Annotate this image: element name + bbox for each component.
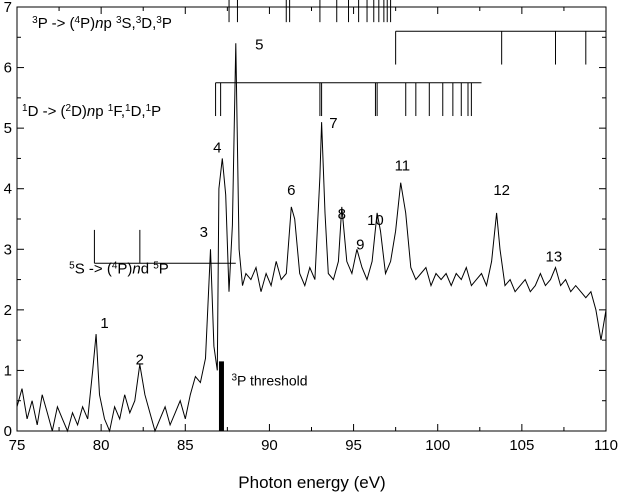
spectrum-line (16, 43, 607, 433)
x-tick-label: 105 (509, 437, 534, 454)
y-tick-label: 6 (4, 60, 12, 77)
peak-label-1: 1 (100, 315, 108, 332)
peak-label-3: 3 (200, 224, 208, 241)
y-tick-label: 3 (4, 241, 12, 258)
series-marker-1: 3P -> (2P)np 3L (395, 30, 606, 65)
x-tick-label: 80 (93, 437, 110, 454)
threshold-label: 3P threshold (231, 372, 307, 389)
x-tick-label: 90 (261, 437, 278, 454)
x-tick-label: 85 (177, 437, 194, 454)
x-axis-title: Photon energy (eV) (238, 473, 385, 492)
peak-label-5: 5 (255, 36, 263, 53)
peak-label-11: 11 (395, 158, 411, 175)
y-tick-label: 7 (4, 0, 12, 16)
y-tick-label: 5 (4, 120, 12, 137)
y-tick-label: 1 (4, 362, 12, 379)
peak-label-13: 13 (545, 248, 562, 265)
peak-label-9: 9 (356, 236, 364, 253)
peak-label-8: 8 (338, 206, 346, 223)
series-marker-3: 5S -> (4P)nd 5P (69, 229, 236, 278)
series-marker-0: 3P -> (4P)np 3S,3D,3P (32, 0, 392, 33)
x-tick-label: 95 (345, 437, 362, 454)
peak-label-6: 6 (287, 182, 295, 199)
peak-label-10: 10 (367, 212, 384, 229)
peak-label-2: 2 (136, 351, 144, 368)
x-tick-label: 100 (425, 437, 450, 454)
peak-label-4: 4 (213, 139, 221, 156)
y-tick-label: 4 (4, 181, 12, 198)
peak-label-12: 12 (493, 182, 510, 199)
plot-frame (16, 6, 607, 432)
peak-label-7: 7 (329, 115, 337, 132)
series-label: 3P -> (4P)np 3S,3D,3P (32, 15, 172, 33)
x-tick-label: 75 (9, 437, 26, 454)
series-label: 1D -> (2D)np 1F,1D,1P (22, 103, 161, 121)
y-tick-label: 0 (4, 423, 12, 440)
x-tick-label: 110 (594, 437, 618, 454)
series-marker-2: 1D -> (2D)np 1F,1D,1P (22, 82, 482, 121)
plot-area (16, 43, 607, 433)
series-label: 5S -> (4P)nd 5P (69, 260, 169, 278)
y-tick-label: 2 (4, 302, 12, 319)
